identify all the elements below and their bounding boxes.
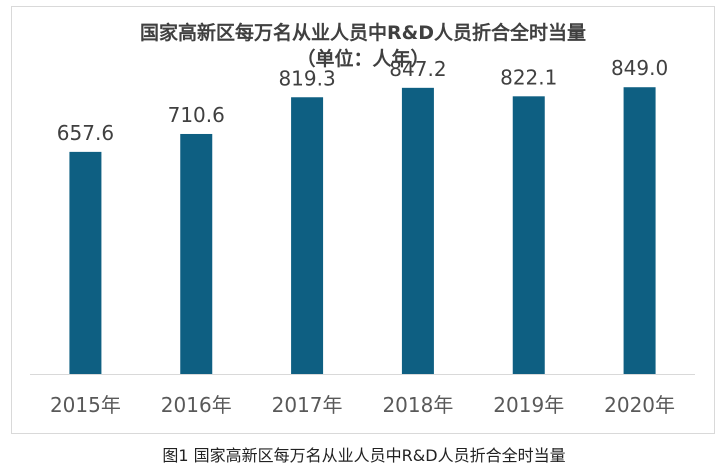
value-labels-group: 657.6 710.6 819.3 847.2 822.1 849.0 — [57, 56, 668, 145]
bar-2016年 — [180, 133, 213, 374]
x-tick-label: 2020年 — [604, 393, 675, 417]
bar-2018年 — [401, 87, 434, 375]
bar-2019年 — [512, 96, 545, 374]
bar-2015年 — [69, 151, 102, 374]
x-tick-label: 2019年 — [493, 393, 564, 417]
bars-group — [69, 87, 656, 375]
bar-2017年 — [291, 97, 324, 374]
value-label: 822.1 — [500, 65, 557, 89]
x-tick-label: 2016年 — [161, 393, 232, 417]
figure-caption: 图1 国家高新区每万名从业人员中R&D人员折合全时当量 — [162, 446, 566, 465]
chart-frame: 国家高新区每万名从业人员中R&D人员折合全时当量 （单位：人年） — [11, 6, 715, 434]
value-label: 849.0 — [611, 56, 668, 80]
x-tick-label: 2017年 — [272, 393, 343, 417]
x-tick-label: 2018年 — [382, 393, 453, 417]
value-label: 819.3 — [278, 66, 335, 90]
value-label: 710.6 — [168, 103, 225, 127]
x-tick-labels-group: 2015年 2016年 2017年 2018年 2019年 2020年 — [50, 393, 675, 417]
bar-2020年 — [623, 87, 656, 374]
x-tick-label: 2015年 — [50, 393, 121, 417]
chart-subtitle: （单位：人年） — [296, 48, 430, 70]
chart-title: 国家高新区每万名从业人员中R&D人员折合全时当量 — [140, 22, 586, 44]
value-label: 847.2 — [389, 57, 446, 81]
value-label: 657.6 — [57, 121, 114, 145]
